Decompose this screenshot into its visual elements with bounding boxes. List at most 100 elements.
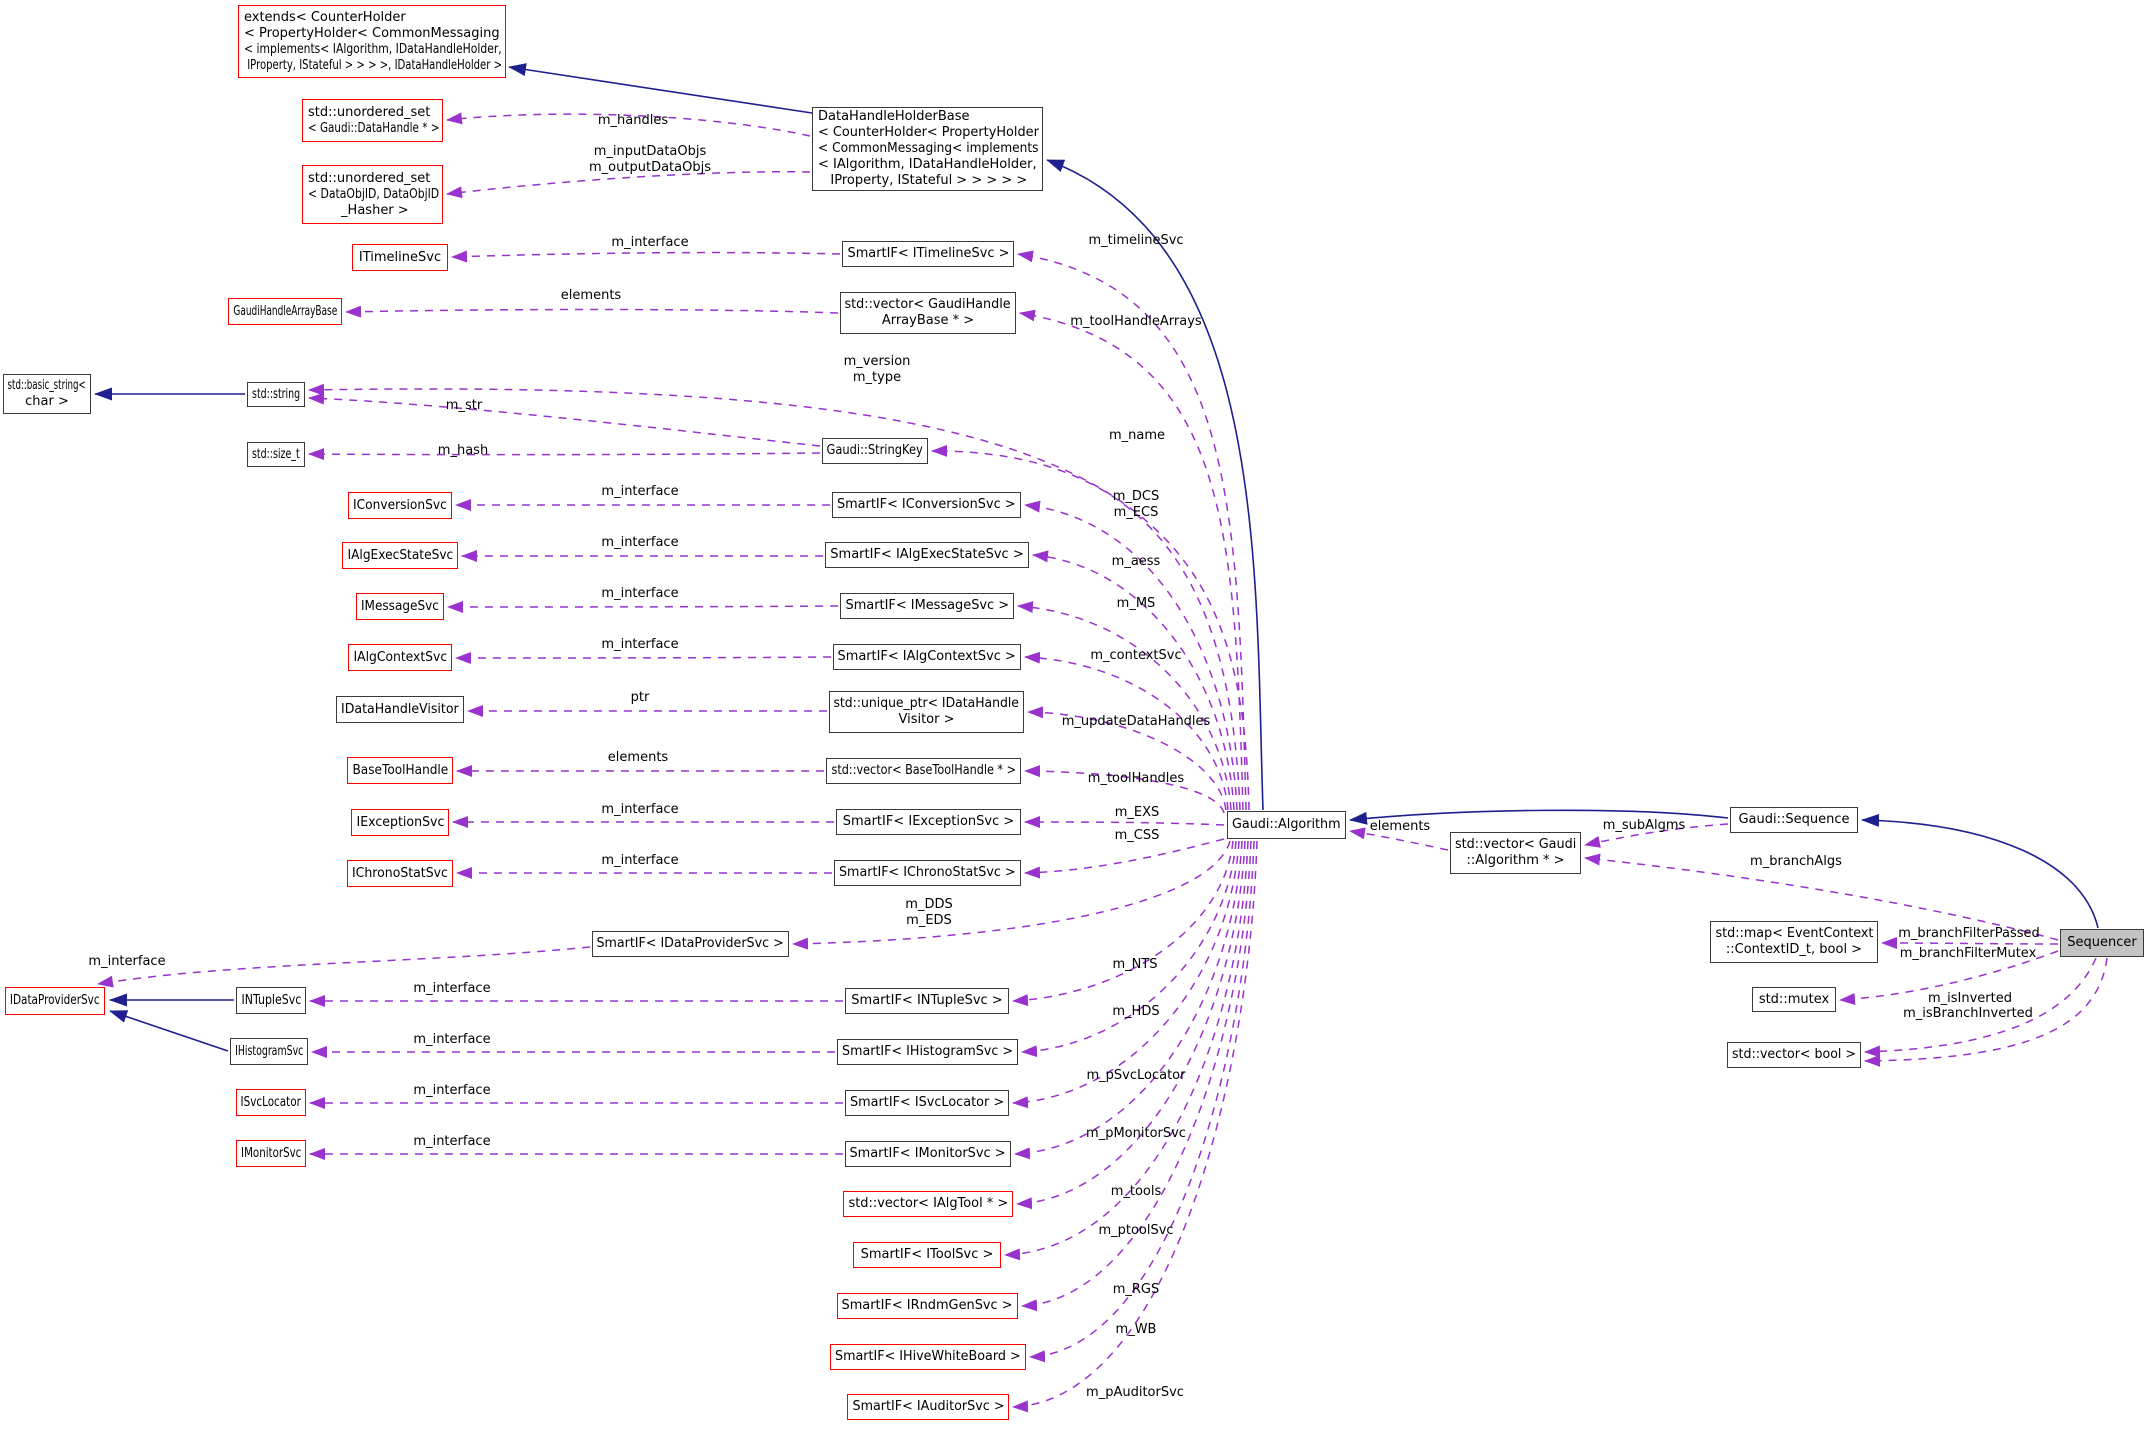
edge-label-m_WB: m_WB	[1115, 1322, 1157, 1337]
node-idataprovidersvc[interactable]: IDataProviderSvc	[5, 987, 105, 1015]
node-vector-gaudi-algorithm[interactable]: std::vector< Gaudi::Algorithm * >	[1450, 832, 1581, 874]
node-smartif-itoolsvc[interactable]: SmartIF< IToolSvc >	[853, 1242, 1001, 1268]
node-unordered-set-datahandle[interactable]: std::unordered_set < Gaudi::DataHandle * …	[302, 99, 443, 142]
node-label: std::string	[251, 386, 301, 402]
node-label: IAlgExecStateSvc	[347, 547, 453, 563]
node-smartif-ichronostatsvc[interactable]: SmartIF< IChronoStatSvc >	[834, 860, 1021, 886]
edge-label-m_interface-ialgexecstatesvc: m_interface	[601, 535, 679, 550]
node-gaudi-stringkey[interactable]: Gaudi::StringKey	[822, 438, 928, 464]
node-label: ::Algorithm * >	[1466, 853, 1565, 868]
node-basetoolhandle[interactable]: BaseToolHandle	[347, 757, 453, 784]
node-label: std::unique_ptr< IDataHandle	[833, 696, 1020, 711]
edge-label-m_NTS: m_NTS	[1112, 957, 1158, 972]
node-ialgexecstatesvc[interactable]: IAlgExecStateSvc	[342, 542, 458, 569]
node-label: IAlgContextSvc	[353, 649, 447, 665]
node-label: Gaudi::Sequence	[1738, 812, 1850, 827]
node-smartif-isvclocator[interactable]: SmartIF< ISvcLocator >	[845, 1090, 1009, 1116]
node-smartif-imessagesvc[interactable]: SmartIF< IMessageSvc >	[840, 593, 1014, 619]
node-std-size-t[interactable]: std::size_t	[247, 442, 305, 467]
node-gaudi-algorithm[interactable]: Gaudi::Algorithm	[1227, 811, 1346, 839]
node-iconversionsvc[interactable]: IConversionSvc	[348, 492, 452, 519]
node-smartif-irndmgensvc[interactable]: SmartIF< IRndmGenSvc >	[837, 1293, 1018, 1319]
node-basic-string[interactable]: std::basic_string< char >	[3, 374, 91, 414]
node-unordered-set-dataobjid[interactable]: std::unordered_set < DataObjID, DataObjID…	[302, 165, 443, 224]
node-imonitorsvc[interactable]: IMonitorSvc	[236, 1140, 306, 1167]
edge-m_DDS-m_EDS	[792, 840, 1231, 950]
edge-m_handles	[446, 112, 811, 137]
node-ihistogramsvc[interactable]: IHistogramSvc	[230, 1038, 308, 1065]
edge-m_interface-ialgcontextsvc	[455, 651, 832, 664]
edge-label-m_interface-ichronostatsvc: m_interface	[601, 853, 679, 868]
node-label: < implements< IAlgorithm, IDataHandleHol…	[244, 41, 502, 57]
node-label: IDataHandleVisitor	[341, 701, 459, 717]
node-std-map-eventcontext[interactable]: std::map< EventContext::ContextID_t, boo…	[1710, 921, 1878, 963]
node-ichronostatsvc[interactable]: IChronoStatSvc	[347, 860, 453, 887]
node-smartif-ihistogramsvc[interactable]: SmartIF< IHistogramSvc >	[837, 1039, 1018, 1065]
node-label: IProperty, IStateful > > > > >	[818, 173, 1028, 188]
node-std-string[interactable]: std::string	[247, 382, 305, 407]
node-label: ArrayBase * >	[881, 313, 975, 328]
edge-m_pAuditorSvc	[1012, 840, 1258, 1413]
node-label: < Gaudi::DataHandle * >	[308, 120, 440, 136]
node-smartif-imonitorsvc[interactable]: SmartIF< IMonitorSvc >	[845, 1141, 1011, 1167]
edge-m_timelineSvc	[1017, 250, 1247, 811]
node-label: std::vector< GaudiHandle	[844, 297, 1012, 312]
node-gaudihandlearraybase[interactable]: GaudiHandleArrayBase	[228, 298, 342, 325]
node-label: IMonitorSvc	[240, 1145, 302, 1161]
edge-inherit-ihistogramsvc-idataprovidersvc	[109, 1010, 229, 1052]
node-label: std::map< EventContext	[1715, 926, 1873, 941]
node-gaudi-sequence[interactable]: Gaudi::Sequence	[1730, 807, 1858, 833]
edge-label-m_name: m_name	[1108, 428, 1166, 443]
node-label: SmartIF< IAuditorSvc >	[851, 1399, 1005, 1414]
node-label: SmartIF< IAlgContextSvc >	[837, 649, 1017, 664]
edge-label-m_interface-idataprovidersvc: m_interface	[88, 954, 166, 969]
edge-m_version-m_type	[308, 383, 1250, 811]
node-itimelinesvc[interactable]: ITimelineSvc	[352, 244, 448, 271]
node-smartif-iexceptionsvc[interactable]: SmartIF< IExceptionSvc >	[836, 809, 1021, 835]
node-label: SmartIF< IHistogramSvc >	[841, 1044, 1014, 1059]
node-smartif-ialgexecstatesvc[interactable]: SmartIF< IAlgExecStateSvc >	[825, 542, 1029, 568]
edge-label-m_updateDataHandles: m_updateDataHandles	[1061, 714, 1211, 729]
node-smartif-iauditorsvc[interactable]: SmartIF< IAuditorSvc >	[847, 1394, 1009, 1420]
node-smartif-itimelinesvc[interactable]: SmartIF< ITimelineSvc >	[842, 241, 1014, 267]
edge-label-elements-vector-algorithm: elements	[1369, 819, 1431, 834]
node-std-mutex[interactable]: std::mutex	[1752, 987, 1836, 1012]
node-label: Sequencer	[2067, 935, 2137, 950]
edge-label-m_pSvcLocator: m_pSvcLocator	[1086, 1068, 1186, 1083]
node-smartif-intuplesvc[interactable]: SmartIF< INTupleSvc >	[845, 988, 1009, 1014]
node-isvclocator[interactable]: ISvcLocator	[236, 1089, 306, 1116]
node-iexceptionsvc[interactable]: IExceptionSvc	[351, 809, 449, 836]
edge-label-m_toolHandles: m_toolHandles	[1087, 771, 1185, 786]
edge-label-m_contextSvc: m_contextSvc	[1090, 648, 1182, 663]
edge-m_branchAlgs	[1584, 853, 2059, 941]
node-smartif-idataprovidersvc[interactable]: SmartIF< IDataProviderSvc >	[592, 931, 789, 957]
edge-m_pMonitorSvc	[1014, 840, 1243, 1160]
node-idatahandlevisitor[interactable]: IDataHandleVisitor	[336, 696, 464, 723]
edge-m_DCS-m_ECS	[1024, 500, 1238, 811]
edge-label-m_interface-iconversionsvc: m_interface	[601, 484, 679, 499]
node-smartif-iconversionsvc[interactable]: SmartIF< IConversionSvc >	[832, 492, 1021, 518]
edge-m_isBranchInverted	[1864, 957, 2108, 1067]
node-label: std::unordered_set	[308, 170, 431, 186]
edges-group	[94, 63, 2108, 1413]
edge-label-m_DDS-m_EDS: m_DDS m_EDS	[905, 897, 953, 928]
node-extends-holder[interactable]: extends< CounterHolder < PropertyHolder< …	[238, 5, 506, 78]
node-data-handle-holder-base[interactable]: DataHandleHolderBase < CounterHolder< Pro…	[812, 107, 1043, 191]
node-vector-ialgtool[interactable]: std::vector< IAlgTool * >	[843, 1191, 1013, 1217]
edge-label-m_aess: m_aess	[1111, 554, 1161, 569]
node-intuplesvc[interactable]: INTupleSvc	[236, 987, 306, 1014]
node-vector-basetoolhandle[interactable]: std::vector< BaseToolHandle * >	[826, 758, 1021, 784]
node-label: SmartIF< IExceptionSvc >	[842, 814, 1015, 829]
node-imessagesvc[interactable]: IMessageSvc	[356, 593, 444, 620]
node-label: SmartIF< IMessageSvc >	[845, 598, 1009, 613]
node-label: Gaudi::Algorithm	[1232, 817, 1341, 832]
node-vector-gaudihandlearraybase[interactable]: std::vector< GaudiHandle ArrayBase * >	[840, 292, 1016, 334]
node-smartif-ihivewhiteboard[interactable]: SmartIF< IHiveWhiteBoard >	[830, 1344, 1026, 1370]
node-std-vector-bool[interactable]: std::vector< bool >	[1727, 1042, 1861, 1068]
node-unique-ptr-idatahandlevisitor[interactable]: std::unique_ptr< IDataHandle Visitor >	[829, 691, 1024, 733]
node-smartif-ialgcontextsvc[interactable]: SmartIF< IAlgContextSvc >	[833, 644, 1021, 670]
edge-label-m_ptoolSvc: m_ptoolSvc	[1098, 1223, 1174, 1238]
node-label: std::vector< Gaudi	[1454, 837, 1577, 852]
node-ialgcontextsvc[interactable]: IAlgContextSvc	[348, 644, 452, 671]
edge-inherit-algorithm-dhhb	[1046, 159, 1264, 811]
